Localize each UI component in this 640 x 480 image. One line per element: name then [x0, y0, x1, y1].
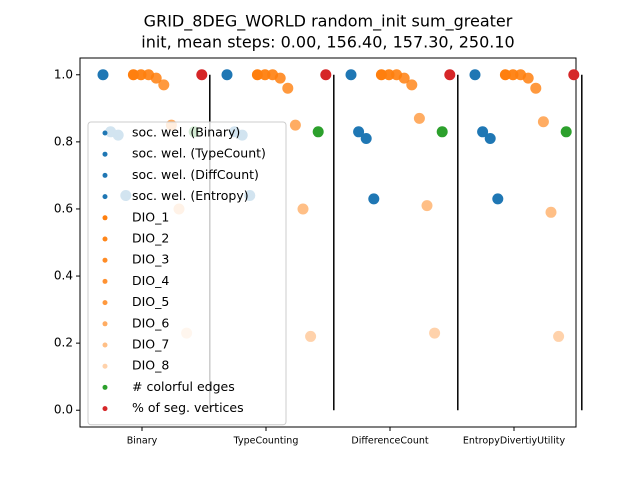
mean-point	[305, 330, 317, 342]
mean-point	[345, 69, 357, 81]
legend-marker	[102, 384, 108, 390]
mean-point	[530, 82, 542, 94]
plot-frame	[79, 57, 577, 428]
legend-marker	[102, 236, 108, 242]
y-tick-label: 0.8	[54, 134, 73, 148]
mean-point	[522, 72, 534, 84]
legend-marker	[102, 363, 108, 369]
mean-point	[360, 133, 372, 145]
mean-point	[484, 133, 496, 145]
legend-marker	[102, 300, 108, 306]
mean-point	[436, 126, 448, 138]
mean-point	[499, 69, 511, 81]
mean-point	[398, 72, 410, 84]
legend-label: % of seg. vertices	[132, 400, 244, 415]
legend-label: soc. wel. (DiffCount)	[132, 167, 259, 182]
legend-marker	[102, 194, 108, 200]
legend-label: DIO_7	[132, 337, 169, 352]
mean-point	[560, 126, 572, 138]
y-tick-label: 0.2	[54, 336, 73, 350]
mean-point	[196, 69, 208, 81]
mean-point	[158, 79, 170, 91]
mean-point	[429, 327, 441, 339]
mean-point	[150, 72, 162, 84]
legend-marker	[102, 406, 108, 412]
mean-point	[251, 69, 263, 81]
legend-label: DIO_5	[132, 294, 169, 309]
mean-point	[553, 330, 565, 342]
mean-point	[289, 119, 301, 131]
legend-marker	[102, 278, 108, 284]
x-tick-label: DifferenceCount	[351, 436, 428, 447]
mean-point	[421, 200, 433, 212]
legend-label: DIO_6	[132, 315, 169, 330]
mean-point	[135, 69, 147, 81]
legend-label: DIO_1	[132, 209, 169, 224]
legend-label: soc. wel. (Binary)	[132, 125, 240, 140]
mean-point	[537, 116, 549, 128]
mean-point	[507, 69, 519, 81]
mean-point	[297, 203, 309, 215]
legend-marker	[102, 151, 108, 157]
legend-marker	[102, 172, 108, 178]
mean-point	[274, 72, 286, 84]
x-tick-label: Binary	[127, 436, 158, 447]
mean-point	[127, 69, 139, 81]
mean-point	[477, 126, 489, 138]
legend-box	[87, 121, 287, 426]
legend-label: # colorful edges	[132, 379, 235, 394]
mean-point	[406, 79, 418, 91]
y-tick-label: 1.0	[54, 67, 73, 81]
mean-point	[568, 69, 580, 81]
legend-marker	[102, 321, 108, 327]
mean-point	[282, 82, 294, 94]
legend-label: DIO_8	[132, 358, 169, 373]
mean-point	[368, 193, 380, 205]
mean-point	[545, 206, 557, 218]
legend-label: DIO_2	[132, 231, 169, 246]
mean-point	[259, 69, 271, 81]
legend-marker	[102, 342, 108, 348]
legend-marker	[102, 257, 108, 263]
legend-label: DIO_4	[132, 273, 169, 288]
mean-point	[375, 69, 387, 81]
mean-point	[444, 69, 456, 81]
legend-label: soc. wel. (Entropy)	[132, 188, 249, 203]
mean-point	[221, 69, 233, 81]
legend-marker	[102, 215, 108, 221]
mean-point	[469, 69, 481, 81]
mean-point	[97, 69, 109, 81]
x-tick-label: EntropyDivertiyUtility	[463, 436, 566, 447]
x-tick-label: TypeCounting	[233, 436, 299, 447]
chart-title: GRID_8DEG_WORLD random_init sum_greater	[144, 12, 513, 32]
legend-label: soc. wel. (TypeCount)	[132, 146, 266, 161]
mean-point	[492, 193, 504, 205]
legend-label: DIO_3	[132, 252, 169, 267]
y-tick-label: 0.6	[54, 201, 73, 215]
mean-point	[383, 69, 395, 81]
legend-marker	[102, 130, 108, 136]
y-tick-label: 0.0	[54, 403, 73, 417]
y-tick-label: 0.4	[54, 269, 73, 283]
mean-point	[353, 126, 365, 138]
chart-subtitle: init, mean steps: 0.00, 156.40, 157.30, …	[141, 33, 514, 52]
mean-point	[320, 69, 332, 81]
mean-point	[413, 112, 425, 124]
mean-point	[312, 126, 324, 138]
